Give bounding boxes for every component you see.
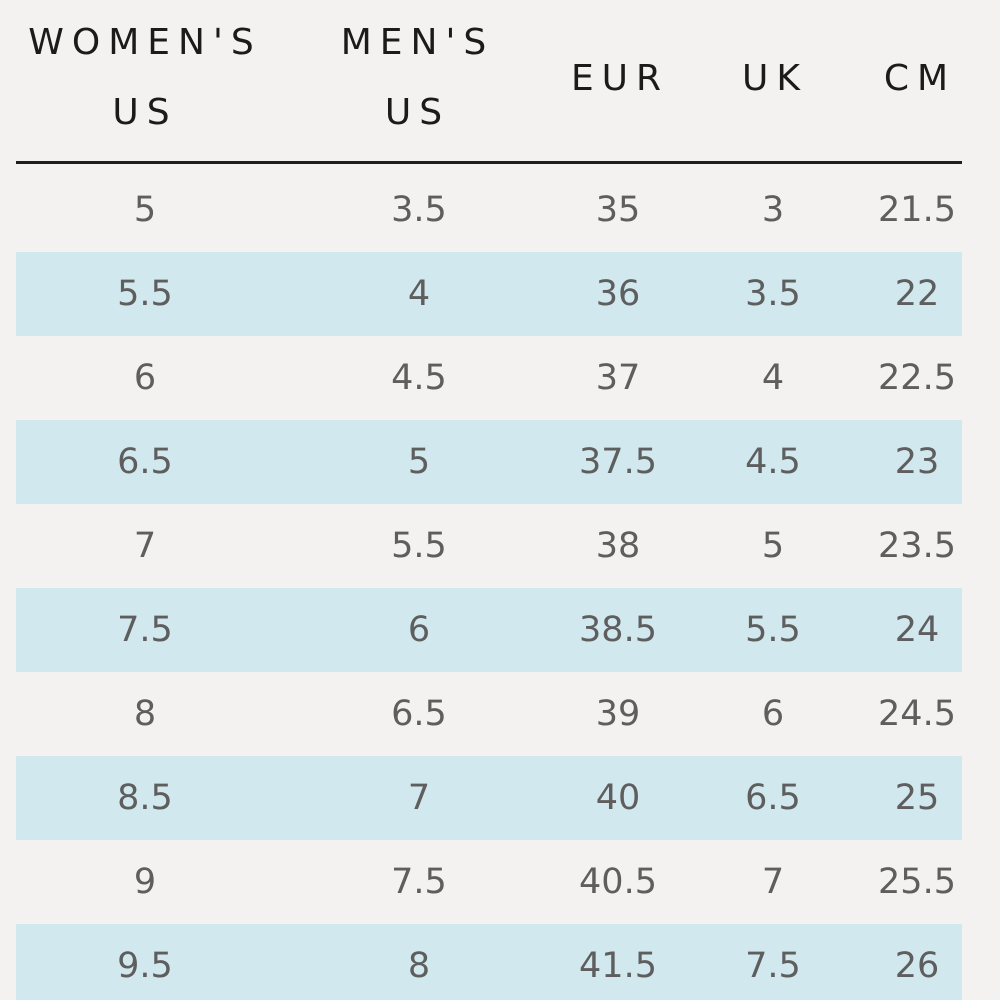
cell-eur: 40 xyxy=(595,778,641,818)
header-mens-us: MEN'S US xyxy=(290,22,545,142)
cell-cm: 23.5 xyxy=(878,526,956,566)
cell-cm: 25 xyxy=(894,778,940,818)
cell-womens-us: 8.5 xyxy=(117,778,173,818)
cell-cm: 21.5 xyxy=(878,190,956,230)
cell-mens-us: 7.5 xyxy=(391,862,447,902)
header-label: MEN'S xyxy=(340,22,495,63)
header-label: CM xyxy=(883,58,957,99)
cell-uk: 3.5 xyxy=(745,274,801,314)
cell-cm: 24.5 xyxy=(878,694,956,734)
cell-cm: 25.5 xyxy=(878,862,956,902)
cell-eur: 39 xyxy=(595,694,641,734)
cell-womens-us: 7 xyxy=(133,526,157,566)
cell-womens-us: 7.5 xyxy=(117,610,173,650)
table-row: 7 5.5 38 5 23.5 xyxy=(16,504,962,588)
cell-mens-us: 6 xyxy=(407,610,431,650)
table-row: 8.5 7 40 6.5 25 xyxy=(16,756,962,840)
table-row: 9 7.5 40.5 7 25.5 xyxy=(16,840,962,924)
header-womens-us: WOMEN'S US xyxy=(0,22,290,142)
table-row: 5.5 4 36 3.5 22 xyxy=(16,252,962,336)
cell-mens-us: 3.5 xyxy=(391,190,447,230)
header-label: US xyxy=(112,92,178,133)
header-divider xyxy=(16,161,962,164)
cell-eur: 41.5 xyxy=(579,946,657,986)
cell-cm: 24 xyxy=(894,610,940,650)
cell-eur: 38 xyxy=(595,526,641,566)
cell-womens-us: 9 xyxy=(133,862,157,902)
header-label: EUR xyxy=(570,58,670,99)
cell-uk: 5.5 xyxy=(745,610,801,650)
cell-womens-us: 8 xyxy=(133,694,157,734)
cell-mens-us: 5 xyxy=(407,442,431,482)
cell-mens-us: 4 xyxy=(407,274,431,314)
cell-womens-us: 6.5 xyxy=(117,442,173,482)
cell-eur: 35 xyxy=(595,190,641,230)
cell-cm: 22 xyxy=(894,274,940,314)
cell-cm: 26 xyxy=(894,946,940,986)
header-eur: EUR xyxy=(545,58,695,108)
header-label: US xyxy=(384,92,451,133)
header-cm: CM xyxy=(845,58,995,108)
cell-eur: 36 xyxy=(595,274,641,314)
table-row: 7.5 6 38.5 5.5 24 xyxy=(16,588,962,672)
cell-mens-us: 6.5 xyxy=(391,694,447,734)
cell-mens-us: 4.5 xyxy=(391,358,447,398)
cell-mens-us: 8 xyxy=(407,946,431,986)
table-row: 9.5 8 41.5 7.5 26 xyxy=(16,924,962,1000)
cell-eur: 38.5 xyxy=(579,610,657,650)
cell-uk: 6 xyxy=(761,694,785,734)
cell-womens-us: 5.5 xyxy=(117,274,173,314)
cell-uk: 6.5 xyxy=(745,778,801,818)
table-row: 6 4.5 37 4 22.5 xyxy=(16,336,962,420)
table-row: 5 3.5 35 3 21.5 xyxy=(16,168,962,252)
header-uk: UK xyxy=(700,58,850,108)
table-row: 8 6.5 39 6 24.5 xyxy=(16,672,962,756)
cell-uk: 5 xyxy=(761,526,785,566)
cell-uk: 4 xyxy=(761,358,785,398)
cell-uk: 3 xyxy=(761,190,785,230)
cell-eur: 40.5 xyxy=(579,862,657,902)
cell-uk: 7.5 xyxy=(745,946,801,986)
cell-uk: 4.5 xyxy=(745,442,801,482)
cell-mens-us: 7 xyxy=(407,778,431,818)
table-row: 6.5 5 37.5 4.5 23 xyxy=(16,420,962,504)
cell-womens-us: 6 xyxy=(133,358,157,398)
cell-eur: 37.5 xyxy=(579,442,657,482)
header-label: UK xyxy=(742,58,808,99)
header-label: WOMEN'S xyxy=(28,22,262,63)
cell-womens-us: 9.5 xyxy=(117,946,173,986)
cell-cm: 23 xyxy=(894,442,940,482)
cell-uk: 7 xyxy=(761,862,785,902)
cell-mens-us: 5.5 xyxy=(391,526,447,566)
cell-eur: 37 xyxy=(595,358,641,398)
cell-womens-us: 5 xyxy=(133,190,157,230)
cell-cm: 22.5 xyxy=(878,358,956,398)
